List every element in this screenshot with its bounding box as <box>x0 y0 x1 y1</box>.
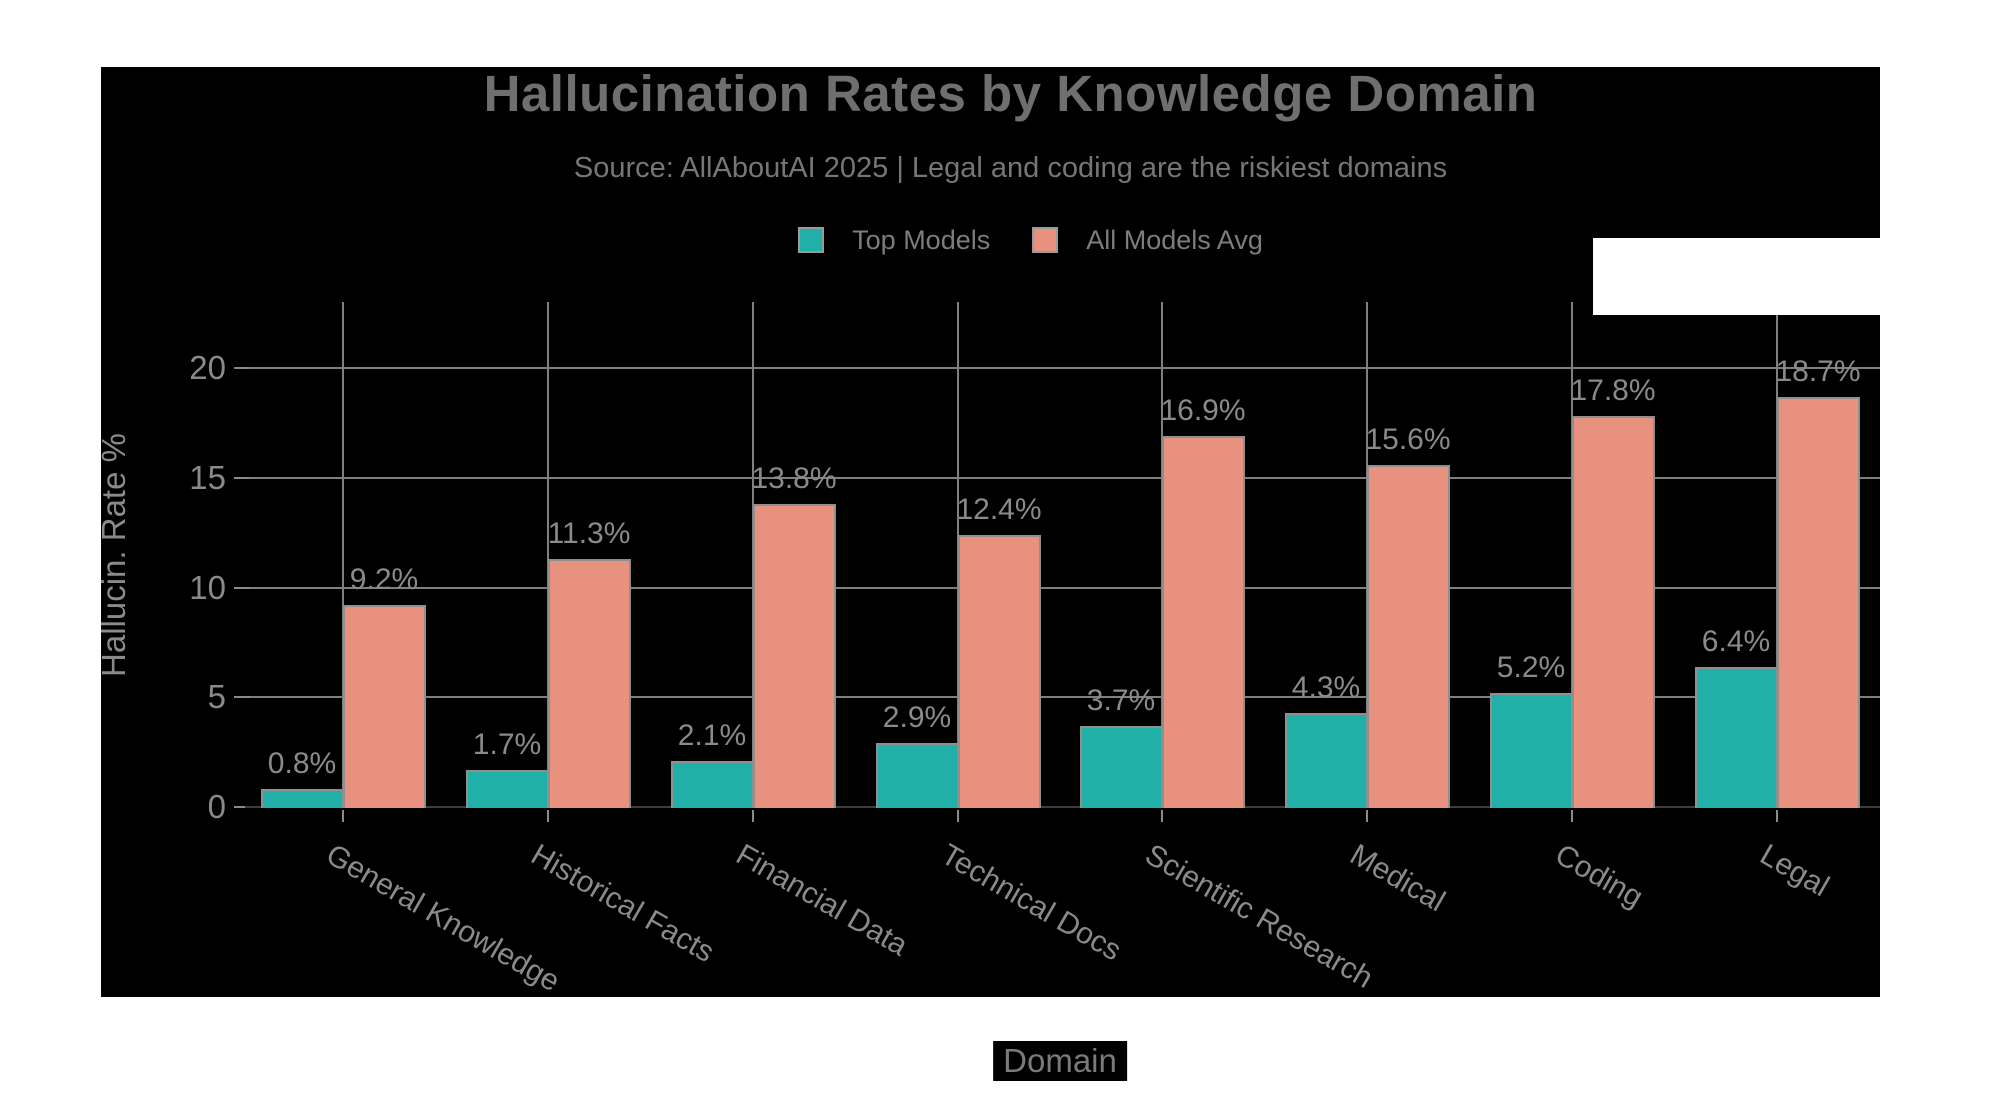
bar-value-label-all-models-avg-0: 9.2% <box>349 563 419 596</box>
bar-all-models-avg-3 <box>958 535 1041 808</box>
legend-label-all-models-avg: All Models Avg <box>1086 225 1263 255</box>
y-tick-mark-10 <box>234 587 250 589</box>
bar-top-models-5 <box>1285 713 1368 808</box>
bar-all-models-avg-1 <box>548 559 631 808</box>
legend-item-all-models-avg: All Models Avg <box>1032 225 1263 255</box>
white-overlay-rectangle <box>1593 238 1880 315</box>
x-tick-mark-1 <box>547 810 549 822</box>
v-gridline-0 <box>342 302 344 807</box>
x-tick-mark-6 <box>1571 810 1573 822</box>
h-gridline-5 <box>250 696 1880 698</box>
legend-item-top-models: Top Models <box>798 225 991 255</box>
bar-value-label-top-models-1: 1.7% <box>472 728 542 761</box>
y-axis-label: Hallucin. Rate % <box>95 433 132 677</box>
legend: Top Models All Models Avg <box>141 225 1920 255</box>
x-tick-mark-0 <box>342 810 344 822</box>
bar-value-label-top-models-7: 6.4% <box>1701 625 1771 658</box>
x-tick-mark-5 <box>1366 810 1368 822</box>
x-axis-label: Domain <box>993 1041 1127 1081</box>
h-gridline-15 <box>250 477 1880 479</box>
y-tick-mark-0 <box>234 806 250 808</box>
bar-top-models-2 <box>671 761 754 808</box>
bar-value-label-top-models-6: 5.2% <box>1496 651 1566 684</box>
y-tick-label-0: 0 <box>207 788 226 825</box>
y-tick-mark-15 <box>234 477 250 479</box>
bar-value-label-all-models-avg-6: 17.8% <box>1570 374 1656 407</box>
chart-subtitle: Source: AllAboutAI 2025 | Legal and codi… <box>573 152 1448 184</box>
bar-value-label-top-models-4: 3.7% <box>1086 684 1156 717</box>
bar-value-label-top-models-0: 0.8% <box>267 747 337 780</box>
bar-value-label-all-models-avg-2: 13.8% <box>751 462 837 495</box>
y-tick-label-10: 10 <box>189 569 226 606</box>
y-tick-label-15: 15 <box>189 459 226 496</box>
y-tick-mark-20 <box>234 367 250 369</box>
bar-all-models-avg-5 <box>1367 465 1450 808</box>
bar-value-label-top-models-2: 2.1% <box>677 719 747 752</box>
bar-top-models-4 <box>1080 726 1163 808</box>
x-tick-mark-3 <box>957 810 959 822</box>
bar-value-label-all-models-avg-7: 18.7% <box>1775 355 1861 388</box>
bar-top-models-7 <box>1695 667 1778 808</box>
x-tick-mark-2 <box>752 810 754 822</box>
x-tick-mark-7 <box>1776 810 1778 822</box>
bar-value-label-all-models-avg-4: 16.9% <box>1160 394 1246 427</box>
bar-top-models-3 <box>876 743 959 808</box>
bar-value-label-all-models-avg-1: 11.3% <box>547 517 631 550</box>
x-axis-line <box>245 806 1880 808</box>
bar-all-models-avg-4 <box>1162 436 1245 808</box>
bar-top-models-1 <box>466 770 549 808</box>
h-gridline-20 <box>250 367 1880 369</box>
legend-label-top-models: Top Models <box>852 225 991 255</box>
bar-all-models-avg-0 <box>343 605 426 808</box>
bar-value-label-top-models-5: 4.3% <box>1291 671 1361 704</box>
x-tick-mark-4 <box>1161 810 1163 822</box>
y-tick-label-20: 20 <box>189 349 226 386</box>
bar-all-models-avg-7 <box>1777 397 1860 808</box>
h-gridline-10 <box>250 587 1880 589</box>
legend-swatch-top-models <box>798 227 825 253</box>
legend-swatch-all-models-avg <box>1032 227 1059 253</box>
y-tick-label-5: 5 <box>207 678 226 715</box>
bar-value-label-all-models-avg-3: 12.4% <box>956 493 1042 526</box>
v-gridline-1 <box>547 302 549 807</box>
y-tick-mark-5 <box>234 696 250 698</box>
chart-title: Hallucination Rates by Knowledge Domain <box>483 65 1538 122</box>
bar-all-models-avg-2 <box>753 504 836 808</box>
bar-all-models-avg-6 <box>1572 416 1655 808</box>
bar-value-label-all-models-avg-5: 15.6% <box>1365 423 1451 456</box>
bar-top-models-6 <box>1490 693 1573 808</box>
bar-top-models-0 <box>261 789 344 808</box>
bar-value-label-top-models-3: 2.9% <box>882 701 952 734</box>
